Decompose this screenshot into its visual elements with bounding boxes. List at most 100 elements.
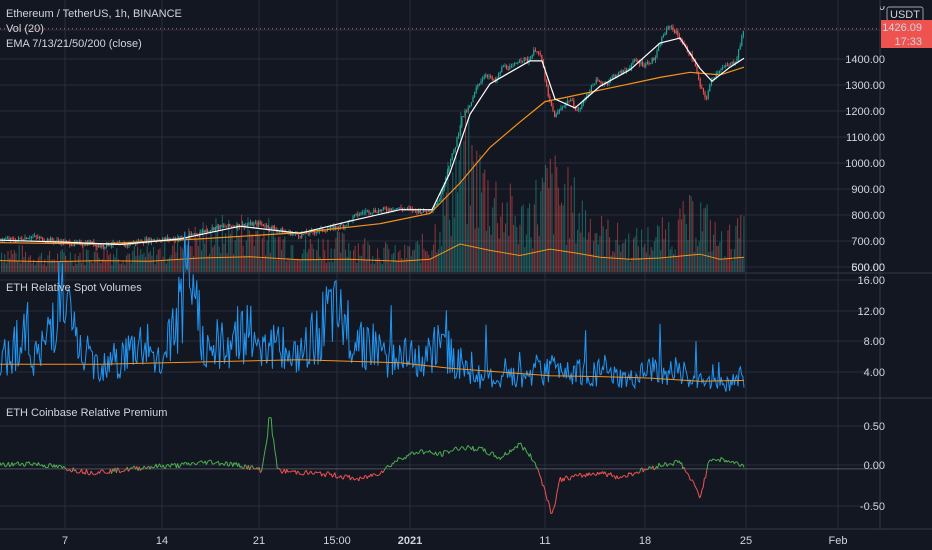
volume-bar (193, 255, 195, 272)
candle-body (490, 76, 492, 78)
candle-body (339, 224, 341, 228)
premium-segment (611, 475, 614, 477)
volume-bar (500, 216, 502, 272)
volume-bar (289, 260, 291, 272)
volume-bar (225, 233, 227, 272)
volume-bar (700, 202, 702, 272)
volume-bar (4, 254, 6, 272)
candle-body (501, 67, 503, 73)
rel-volume-line (0, 231, 745, 392)
premium-segment (737, 462, 740, 466)
volume-bar (719, 241, 721, 272)
volume-bar (407, 245, 409, 272)
candle-body (640, 61, 642, 65)
volume-bar (34, 264, 36, 272)
candle-body (448, 166, 450, 172)
volume-bar (573, 177, 575, 272)
candle-body (672, 26, 674, 30)
volume-bar (282, 239, 284, 272)
candle-body (426, 211, 428, 213)
volume-bar (327, 239, 329, 272)
volume-bar (442, 186, 444, 272)
premium-segment (14, 463, 16, 465)
candle-body (659, 45, 661, 46)
volume-bar (477, 227, 479, 272)
premium-segment (72, 467, 75, 472)
candle-body (358, 214, 360, 216)
premium-segment (167, 464, 170, 467)
premium-segment (429, 449, 432, 453)
price-tick-label: 0.50 (864, 421, 885, 433)
volume-bar (39, 255, 41, 272)
premium-segment (223, 461, 227, 466)
volume-bar (634, 236, 636, 272)
rel-volume-ma-line (0, 359, 745, 382)
premium-segment (198, 460, 201, 463)
premium-pane (0, 417, 880, 514)
candle-body (725, 65, 727, 67)
premium-segment (200, 460, 202, 462)
candle-body (306, 231, 308, 234)
candle-body (669, 26, 671, 28)
candle-body (352, 216, 354, 221)
volume-bar (642, 247, 644, 272)
volume-bar (482, 173, 484, 272)
volume-bar (698, 241, 700, 272)
volume-bar (162, 256, 164, 272)
volume-bar (33, 259, 35, 272)
candle-body (189, 233, 191, 238)
volume-bar (660, 250, 662, 272)
volume-bar (145, 257, 147, 272)
premium-segment (244, 464, 247, 467)
premium-segment (213, 462, 216, 465)
premium-segment (638, 472, 640, 474)
premium-segment (33, 462, 36, 464)
volume-bar (554, 155, 556, 272)
premium-segment (551, 509, 554, 514)
volume-bar (653, 241, 655, 272)
volume-bar (469, 205, 471, 272)
premium-segment (179, 463, 182, 467)
volume-bar (210, 233, 212, 272)
volume-bar (636, 228, 638, 272)
volume-bar (217, 223, 219, 272)
premium-segment (666, 464, 669, 467)
volume-bar (311, 244, 313, 272)
premium-segment (691, 479, 693, 481)
candle-body (270, 226, 272, 230)
premium-segment (639, 468, 642, 473)
volume-bar (172, 245, 174, 272)
candle-body (611, 76, 613, 78)
candle-body (357, 213, 359, 216)
premium-segment (145, 466, 149, 470)
volume-bar (489, 226, 491, 272)
candle-body (192, 234, 194, 236)
candle-body (637, 61, 639, 62)
candle-body (48, 239, 50, 242)
premium-segment (693, 482, 696, 486)
premium-segment (287, 470, 290, 473)
candle-body (565, 103, 567, 107)
candle-body (163, 237, 165, 240)
volume-bar (596, 232, 598, 272)
premium-segment (226, 461, 229, 467)
premium-segment (495, 455, 498, 459)
candle-body (82, 244, 84, 246)
volume-bar (239, 236, 241, 272)
premium-segment (435, 451, 438, 456)
time-tick-label: 25 (740, 535, 752, 547)
premium-segment (228, 461, 231, 466)
candle-body (704, 92, 706, 98)
candle-body (355, 213, 357, 215)
volume-bar (601, 216, 603, 272)
volume-bar (514, 215, 516, 272)
volume-bar (164, 239, 166, 272)
premium-segment (299, 473, 302, 476)
candle-body (638, 61, 640, 65)
candle-body (624, 70, 626, 72)
candle-body (165, 237, 167, 240)
volume-bar (705, 207, 707, 272)
premium-segment (688, 475, 691, 480)
volume-bar (154, 264, 156, 272)
premium-segment (658, 462, 661, 466)
